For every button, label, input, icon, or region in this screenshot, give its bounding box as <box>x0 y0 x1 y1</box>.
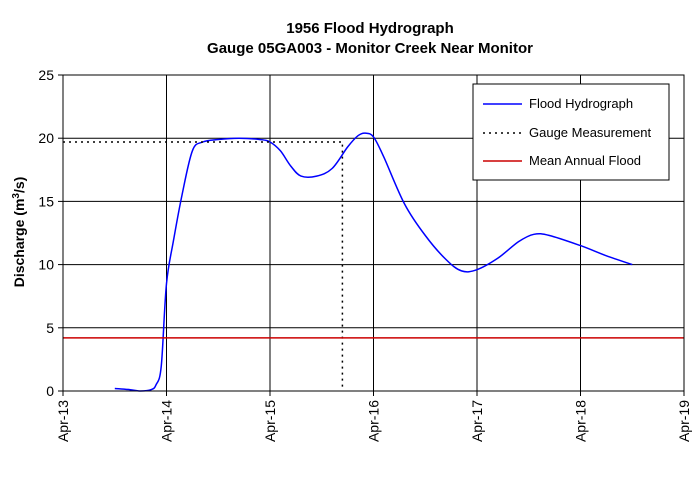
y-tick-label: 20 <box>38 130 54 146</box>
chart-title: 1956 Flood Hydrograph <box>286 20 454 37</box>
x-tick-label: Apr-16 <box>366 400 382 442</box>
x-tick-label: Apr-14 <box>159 400 175 442</box>
x-tick-label: Apr-15 <box>262 400 278 442</box>
gauge-measurement-line <box>63 141 344 391</box>
legend-box <box>472 83 670 181</box>
legend-label-gauge-measurement: Gauge Measurement <box>529 125 652 140</box>
y-axis-label-unit: /s) <box>11 177 27 193</box>
legend-label-mean-annual-flood: Mean Annual Flood <box>529 153 641 168</box>
x-ticks: Apr-13 Apr-14 Apr-15 Apr-16 Apr-17 Apr-18 Apr-… <box>55 391 692 442</box>
flood-hydrograph-line <box>114 132 633 392</box>
y-tick-label: 5 <box>46 320 54 336</box>
y-tick-label: 25 <box>38 67 54 83</box>
series-layer <box>63 132 684 392</box>
y-tick-label: 0 <box>46 383 54 399</box>
chart-subtitle: Gauge 05GA003 - Monitor Creek Near Monit… <box>207 40 533 57</box>
y-axis-label: Discharge (m3/s) <box>11 177 28 288</box>
legend: Flood Hydrograph Gauge Measurement Mean … <box>472 83 670 181</box>
x-tick-label: Apr-18 <box>573 400 589 442</box>
y-tick-label: 10 <box>38 257 54 273</box>
y-axis-label-main: Discharge (m <box>11 199 27 288</box>
x-tick-label: Apr-19 <box>676 400 692 442</box>
x-tick-label: Apr-17 <box>469 400 485 442</box>
x-tick-label: Apr-13 <box>55 400 71 442</box>
y-axis-label-superscript: 3 <box>11 193 22 199</box>
y-tick-label: 15 <box>38 193 54 209</box>
legend-label-flood-hydrograph: Flood Hydrograph <box>529 96 633 111</box>
y-ticks: 0 5 10 15 20 25 <box>38 67 63 399</box>
